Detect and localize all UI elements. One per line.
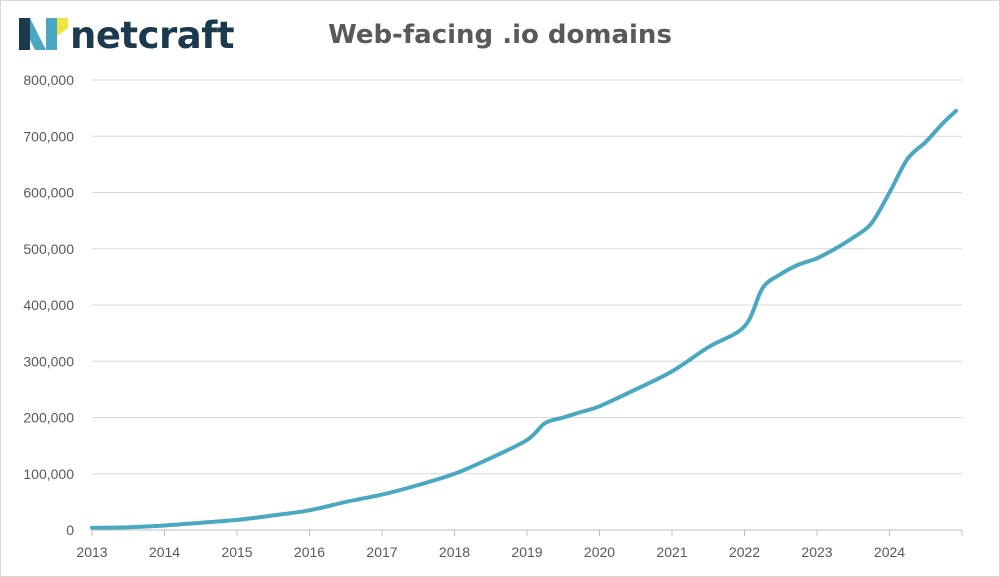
x-tick-label: 2016 xyxy=(294,544,325,560)
series-line xyxy=(90,108,958,530)
y-tick-label: 300,000 xyxy=(23,353,74,369)
netcraft-mark-icon xyxy=(19,18,68,50)
x-tick-label: 2018 xyxy=(439,544,470,560)
x-tick-label: 2022 xyxy=(729,544,760,560)
netcraft-logo: netcraft xyxy=(16,14,235,58)
x-tick-label: 2013 xyxy=(76,544,107,560)
y-tick-label: 100,000 xyxy=(23,466,74,482)
x-tick-label: 2017 xyxy=(366,544,397,560)
y-tick-label: 0 xyxy=(66,522,74,538)
x-tick-label: 2024 xyxy=(874,544,905,560)
y-tick-label: 400,000 xyxy=(23,297,74,313)
y-tick-label: 200,000 xyxy=(23,410,74,426)
y-tick-label: 700,000 xyxy=(23,128,74,144)
x-tick-label: 2021 xyxy=(656,544,687,560)
x-tick-label: 2023 xyxy=(801,544,832,560)
x-tick-label: 2015 xyxy=(221,544,252,560)
x-tick-label: 2020 xyxy=(584,544,615,560)
y-tick-label: 600,000 xyxy=(23,185,74,201)
y-tick-label: 800,000 xyxy=(23,72,74,88)
x-tick-label: 2019 xyxy=(511,544,542,560)
x-tick-label: 2014 xyxy=(149,544,180,560)
chart-title: Web-facing .io domains xyxy=(328,20,672,50)
logo-wordmark: netcraft xyxy=(70,14,235,57)
y-tick-label: 500,000 xyxy=(23,241,74,257)
